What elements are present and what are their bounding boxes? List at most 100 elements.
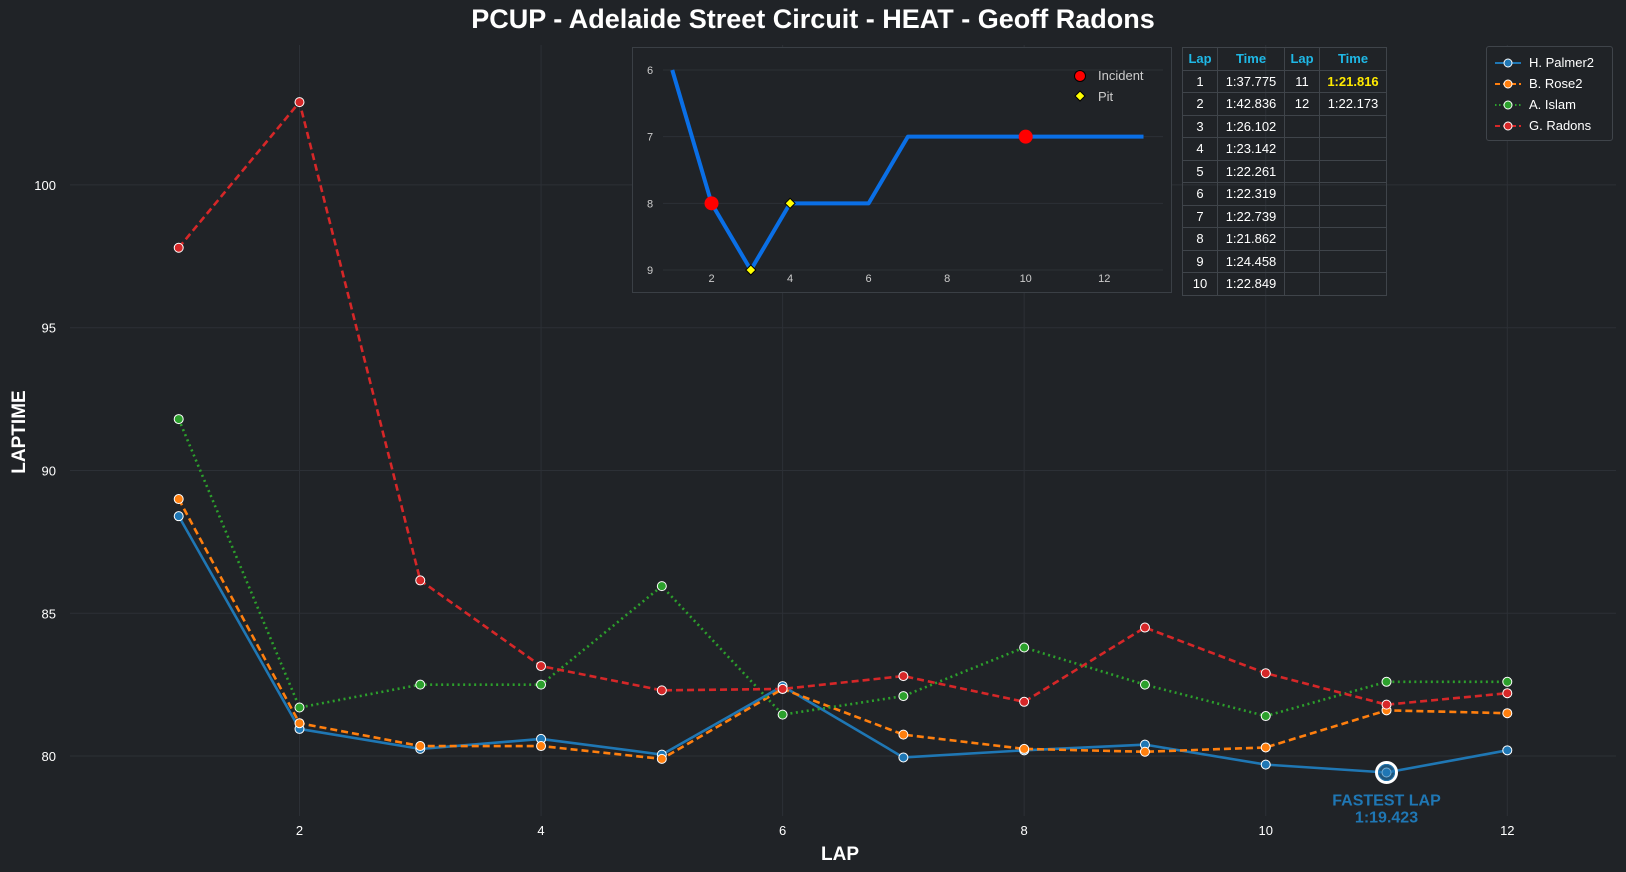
table-row: 3 1:26.102	[1182, 114, 1387, 138]
data-point	[294, 718, 305, 729]
lap-number-cell	[1284, 159, 1320, 183]
incident-legend-icon	[1074, 70, 1086, 82]
data-point	[1139, 679, 1150, 690]
lap-number-cell	[1284, 249, 1320, 273]
table-row: 1 1:37.775 11 1:21.816	[1182, 69, 1387, 93]
incident-marker	[704, 196, 719, 211]
data-point	[294, 702, 305, 713]
lap-time-cell: 1:21.862	[1217, 227, 1285, 251]
inset-x-tick-label: 12	[1098, 273, 1110, 285]
table-row: 7 1:22.739	[1182, 204, 1387, 228]
lap-number-cell: 12	[1284, 92, 1320, 116]
x-axis-label: LAP	[821, 844, 859, 865]
data-point	[1502, 745, 1513, 756]
data-point	[1139, 622, 1150, 633]
data-point	[1381, 699, 1392, 710]
fastest-lap-marker	[1378, 764, 1396, 782]
fastest-lap-label: FASTEST LAP	[1332, 793, 1441, 810]
lap-time-cell	[1319, 159, 1387, 183]
lap-table-header-row: Lap Time Lap Time	[1182, 47, 1387, 71]
lap-time-cell: 1:22.849	[1217, 272, 1285, 296]
table-row: 6 1:22.319	[1182, 182, 1387, 206]
table-row: 9 1:24.458	[1182, 249, 1387, 273]
lap-number-cell: 7	[1182, 204, 1218, 228]
x-tick-label: 2	[296, 823, 303, 838]
series-line	[177, 418, 1508, 718]
chart-legend: H. Palmer2 B. Rose2 A. Islam G. Radons	[1486, 46, 1613, 141]
y-tick-label: 85	[42, 606, 56, 621]
inset-x-tick-label: 4	[787, 273, 793, 285]
lap-number-cell: 1	[1182, 69, 1218, 93]
data-point	[1260, 759, 1271, 770]
data-point	[1139, 746, 1150, 757]
inset-y-tick-label: 8	[647, 198, 653, 210]
lap-number-cell: 9	[1182, 249, 1218, 273]
position-line	[670, 69, 1144, 272]
legend-line-icon	[1495, 58, 1521, 67]
incident-marker	[1018, 129, 1033, 144]
data-point	[536, 679, 547, 690]
lap-time-cell	[1319, 204, 1387, 228]
data-point	[536, 661, 547, 672]
data-point	[536, 741, 547, 752]
lap-header: Lap	[1284, 47, 1320, 71]
legend-label: H. Palmer2	[1529, 55, 1595, 70]
lap-number-cell: 11	[1284, 69, 1320, 93]
table-row: 10 1:22.849	[1182, 272, 1387, 296]
data-point	[173, 414, 184, 425]
lap-number-cell	[1284, 182, 1320, 206]
lap-number-cell	[1284, 272, 1320, 296]
data-point	[898, 671, 909, 682]
y-tick-label: 100	[34, 178, 56, 193]
x-tick-label: 10	[1259, 823, 1273, 838]
position-inset-chart: 6 7 8 9 2 4 6 8 10 12 Incident Pit	[632, 47, 1172, 293]
legend-label: G. Radons	[1529, 118, 1592, 133]
data-point	[1260, 668, 1271, 679]
data-point	[1502, 708, 1513, 719]
inset-y-tick-label: 7	[647, 132, 653, 144]
data-point	[415, 575, 426, 586]
data-point	[1019, 743, 1030, 754]
lap-time-cell: 1:22.173	[1319, 92, 1387, 116]
time-header: Time	[1217, 47, 1285, 71]
data-point	[898, 691, 909, 702]
data-point	[1019, 642, 1030, 653]
data-point	[656, 753, 667, 764]
pit-marker	[745, 264, 757, 276]
lap-time-cell: 1:22.739	[1217, 204, 1285, 228]
chart-title: PCUP - Adelaide Street Circuit - HEAT - …	[471, 4, 1155, 34]
legend-item: G. Radons	[1487, 115, 1612, 136]
inset-x-tick-label: 2	[708, 273, 714, 285]
lap-time-cell: 1:21.816	[1319, 69, 1387, 93]
lap-number-cell: 10	[1182, 272, 1218, 296]
legend-item: B. Rose2	[1487, 73, 1612, 94]
data-point	[1260, 711, 1271, 722]
lap-header: Lap	[1182, 47, 1218, 71]
data-point	[415, 741, 426, 752]
data-point	[898, 752, 909, 763]
legend-line-icon	[1495, 79, 1521, 88]
lap-number-cell: 8	[1182, 227, 1218, 251]
lap-number-cell	[1284, 227, 1320, 251]
lap-time-cell	[1319, 114, 1387, 138]
position-inset-svg: 6 7 8 9 2 4 6 8 10 12 Incident Pit	[647, 65, 1163, 285]
data-point	[656, 581, 667, 592]
legend-label: B. Rose2	[1529, 76, 1583, 91]
legend-item: A. Islam	[1487, 94, 1612, 115]
table-row: 5 1:22.261	[1182, 159, 1387, 183]
fastest-lap-ring	[1375, 761, 1399, 785]
incident-legend-label: Incident	[1098, 68, 1144, 83]
x-tick-label: 8	[1021, 823, 1028, 838]
lap-time-cell: 1:23.142	[1217, 137, 1285, 161]
lap-number-cell: 4	[1182, 137, 1218, 161]
lap-number-cell	[1284, 204, 1320, 228]
data-point	[1381, 676, 1392, 687]
legend-item: H. Palmer2	[1487, 52, 1612, 73]
table-row: 4 1:23.142	[1182, 137, 1387, 161]
fastest-lap-time: 1:19.423	[1355, 810, 1418, 827]
x-tick-label: 4	[537, 823, 544, 838]
lap-time-cell	[1319, 272, 1387, 296]
lap-time-cell: 1:42.836	[1217, 92, 1285, 116]
lap-number-cell: 6	[1182, 182, 1218, 206]
data-point	[777, 709, 788, 720]
